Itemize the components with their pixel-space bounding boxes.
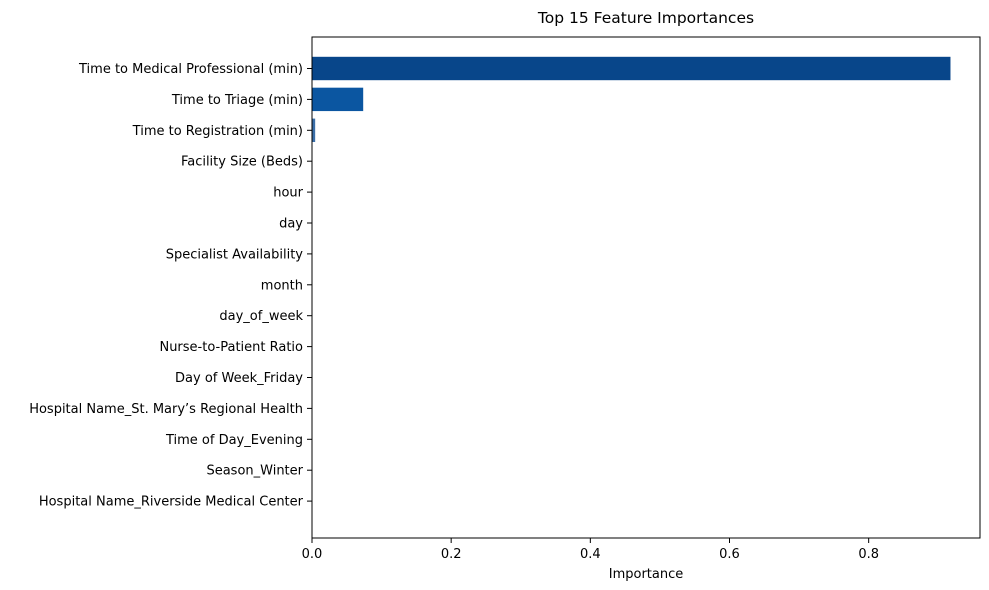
y-tick-layer: Time to Medical Professional (min) Time t…: [29, 62, 312, 510]
bars-layer: [311, 56, 952, 514]
y-tick-label: month: [261, 278, 303, 293]
y-tick-label: day: [279, 217, 303, 232]
y-tick-label: day_of_week: [219, 309, 303, 324]
axes-frame: [311, 36, 981, 539]
x-tick-label: 0.6: [719, 547, 740, 562]
y-tick-label: hour: [273, 186, 303, 201]
x-tick-label: 0.8: [858, 547, 879, 562]
y-tick-label: Nurse-to-Patient Ratio: [159, 340, 303, 355]
y-tick-label: Time to Registration (min): [132, 124, 303, 139]
x-tick-label: 0.0: [302, 547, 323, 562]
chart-title: Top 15 Feature Importances: [537, 9, 754, 27]
bar-1: [311, 87, 364, 112]
bar-2: [311, 118, 316, 143]
x-tick-label: 0.4: [580, 547, 601, 562]
y-tick-label: Season_Winter: [206, 464, 303, 479]
y-tick-label: Time to Triage (min): [171, 93, 303, 108]
y-tick-label: Hospital Name_St. Mary’s Regional Health: [29, 402, 303, 417]
y-tick-label: Time of Day_Evening: [165, 433, 303, 448]
x-axis-label: Importance: [609, 567, 684, 582]
y-tick-label: Specialist Availability: [166, 247, 304, 262]
y-tick-label: Time to Medical Professional (min): [78, 62, 303, 77]
y-tick-label: Day of Week_Friday: [175, 371, 303, 386]
y-tick-label: Hospital Name_Riverside Medical Center: [39, 495, 304, 510]
y-tick-label: Facility Size (Beds): [181, 155, 303, 170]
x-tick-layer: 0.0 0.2 0.4 0.6 0.8: [302, 538, 879, 562]
x-tick-label: 0.2: [441, 547, 462, 562]
plot-border: [311, 36, 981, 539]
bar-0: [311, 56, 952, 81]
